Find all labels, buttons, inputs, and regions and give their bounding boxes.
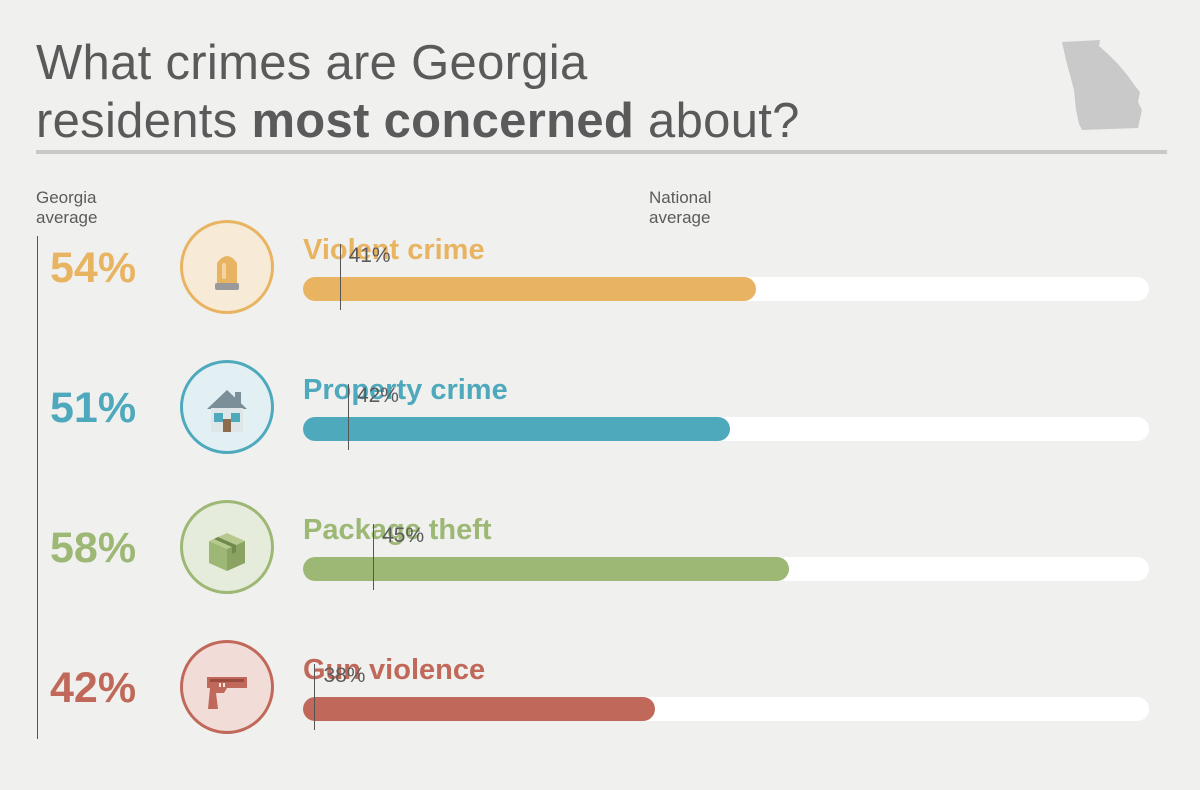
national-data-label: 42%	[356, 384, 399, 407]
chart-title: What crimes are Georgia residents most c…	[36, 36, 800, 148]
chart-row: 54% Violent crime 41%	[0, 198, 1200, 338]
georgia-average-label: Georgia average	[36, 188, 98, 227]
house-icon-circle	[180, 360, 274, 454]
gun-icon-circle	[180, 640, 274, 734]
package-icon	[209, 533, 245, 571]
title-divider	[36, 150, 1167, 154]
category-label: Violent crime	[303, 234, 485, 266]
national-average-marker	[314, 664, 316, 730]
national-data-label: 38%	[323, 664, 366, 687]
georgia-average-axis-line	[37, 236, 38, 739]
bar-track	[303, 557, 1149, 581]
siren-icon	[215, 256, 239, 290]
category-label: Gun violence	[303, 654, 486, 686]
georgia-data-label: 42%	[50, 664, 137, 712]
national-average-marker	[339, 244, 341, 310]
georgia-state-map-icon	[1062, 40, 1142, 130]
bar-track	[303, 417, 1149, 441]
package-icon-circle	[180, 500, 274, 594]
chart-row: 58% Package theft 45%	[0, 478, 1200, 618]
georgia-data-label: 51%	[50, 384, 137, 432]
national-average-marker	[373, 524, 375, 590]
chart-row: 42% Gun violence 38%	[0, 618, 1200, 758]
georgia-bar	[303, 697, 655, 721]
bar-track	[303, 697, 1149, 721]
chart-row: 51% Property crime 42%	[0, 338, 1200, 478]
national-average-label: National average	[649, 188, 712, 227]
georgia-data-label: 58%	[50, 524, 137, 572]
bar-track	[303, 277, 1149, 301]
georgia-bar	[303, 277, 756, 301]
national-data-label: 41%	[348, 244, 391, 267]
georgia-bar	[303, 417, 731, 441]
georgia-bar	[303, 557, 790, 581]
siren-icon-circle	[180, 220, 274, 314]
title-emphasis: most concerned	[251, 94, 635, 148]
category-label: Package theft	[303, 514, 492, 546]
national-data-label: 45%	[382, 524, 425, 547]
house-icon	[207, 390, 247, 432]
gun-icon	[207, 677, 247, 709]
georgia-data-label: 54%	[50, 244, 137, 292]
category-label: Property crime	[303, 374, 508, 406]
national-average-marker	[347, 384, 349, 450]
